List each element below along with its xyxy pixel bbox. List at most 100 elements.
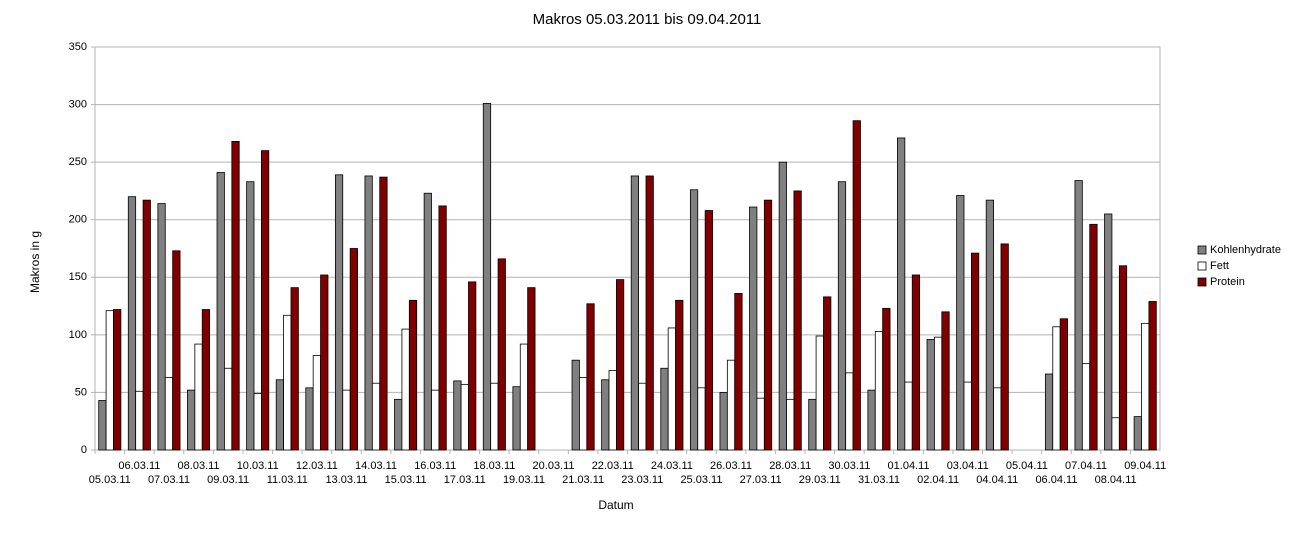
legend-label: Protein <box>1210 276 1245 288</box>
x-tick-label: 25.03.11 <box>680 474 722 486</box>
x-tick-label: 23.03.11 <box>621 474 663 486</box>
bar <box>216 172 225 451</box>
bar <box>460 383 469 451</box>
x-tick-label: 17.03.11 <box>444 474 486 486</box>
bar <box>231 141 240 451</box>
bar <box>778 161 787 451</box>
bar <box>1111 417 1120 451</box>
bar <box>1059 318 1068 451</box>
bar <box>512 386 521 451</box>
bar <box>815 335 824 451</box>
bar <box>246 181 255 451</box>
x-tick-label: 14.03.11 <box>355 460 397 472</box>
bar <box>224 367 233 451</box>
bar <box>867 389 876 451</box>
y-tick-label: 100 <box>69 329 87 341</box>
legend-swatch <box>1197 245 1207 255</box>
x-tick-label: 31.03.11 <box>858 474 900 486</box>
bar <box>305 387 314 451</box>
x-tick-label: 06.03.11 <box>118 460 160 472</box>
x-tick-label: 29.03.11 <box>799 474 841 486</box>
bar <box>1000 243 1009 451</box>
bar <box>312 355 321 451</box>
bar <box>638 382 647 451</box>
bar <box>645 175 654 451</box>
bar <box>1081 363 1091 451</box>
bar <box>579 377 588 451</box>
x-tick-label: 27.03.11 <box>740 474 782 486</box>
bar <box>963 381 972 451</box>
bar <box>956 195 965 451</box>
bar <box>608 370 617 451</box>
bar <box>275 379 284 451</box>
legend-swatch <box>1197 277 1207 287</box>
bar <box>941 311 950 451</box>
bar <box>527 287 536 451</box>
bar <box>349 248 358 451</box>
x-tick-label: 10.03.11 <box>237 460 279 472</box>
x-tick-label: 30.03.11 <box>828 460 870 472</box>
bar <box>105 310 114 451</box>
x-tick-label: 06.04.11 <box>1035 474 1077 486</box>
bar <box>401 328 410 451</box>
y-tick-label: 0 <box>81 444 87 456</box>
bar <box>394 398 403 451</box>
x-tick-label: 22.03.11 <box>592 460 634 472</box>
bar <box>519 343 529 451</box>
bar <box>127 196 137 451</box>
bar <box>845 372 854 451</box>
bar <box>408 299 418 451</box>
bar <box>253 393 262 451</box>
chart-title: Makros 05.03.2011 bis 09.04.2011 <box>533 11 762 28</box>
bar <box>897 137 906 451</box>
x-tick-label: 11.03.11 <box>267 474 308 486</box>
y-axis-title: Makros in g <box>28 231 42 293</box>
bar <box>157 203 166 451</box>
y-tick-label: 150 <box>69 271 87 283</box>
bar <box>1118 265 1128 451</box>
bar <box>142 199 151 451</box>
x-tick-label: 04.04.11 <box>976 474 1018 486</box>
legend-swatch <box>1197 261 1207 271</box>
bar <box>808 398 817 451</box>
bar <box>438 205 447 451</box>
y-tick-label: 350 <box>69 41 87 53</box>
bar <box>187 389 196 451</box>
x-tick-label: 01.04.11 <box>888 460 930 472</box>
bar <box>630 175 639 451</box>
bar <box>616 279 625 451</box>
bar <box>571 359 580 451</box>
bar <box>468 281 477 451</box>
bar <box>1104 213 1113 451</box>
bar <box>874 331 884 451</box>
legend-label: Fett <box>1210 260 1229 272</box>
bar <box>852 120 861 451</box>
bar <box>704 210 713 451</box>
bar <box>586 303 595 451</box>
bar <box>1141 322 1150 451</box>
bar <box>482 103 492 451</box>
bar <box>793 190 802 451</box>
x-tick-label: 09.03.11 <box>207 474 249 486</box>
bar <box>290 287 299 451</box>
bar <box>697 387 706 451</box>
bar <box>601 379 610 451</box>
x-tick-label: 05.03.11 <box>89 474 131 486</box>
bar <box>261 150 270 451</box>
y-tick-label: 300 <box>69 98 87 110</box>
bar <box>786 398 795 451</box>
bar <box>675 299 684 451</box>
x-tick-label: 15.03.11 <box>385 474 427 486</box>
bar <box>283 314 292 451</box>
bar <box>113 309 122 451</box>
bar <box>379 176 388 451</box>
bar <box>1044 373 1054 451</box>
bar <box>194 343 203 451</box>
bar <box>172 250 181 451</box>
x-tick-label: 05.04.11 <box>1006 460 1048 472</box>
bar <box>1133 416 1142 451</box>
bar <box>453 380 462 451</box>
bar <box>667 327 676 451</box>
